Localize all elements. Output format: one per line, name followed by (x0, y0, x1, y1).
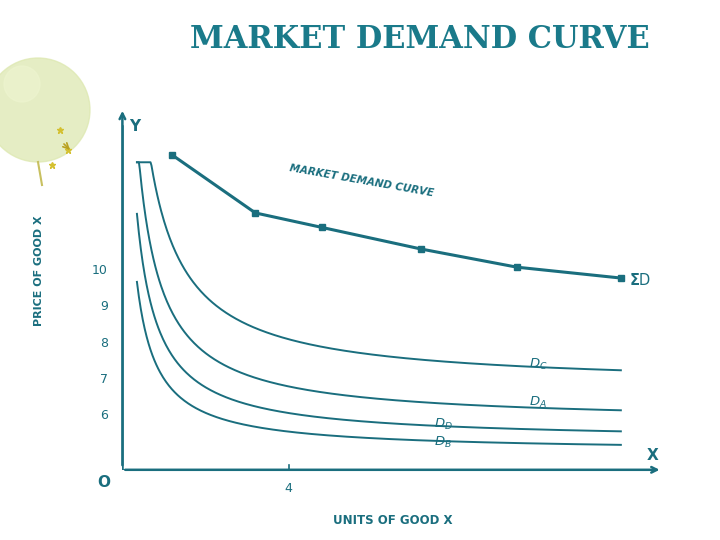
Text: $D_C$: $D_C$ (529, 357, 548, 373)
Text: 7: 7 (100, 373, 108, 386)
Text: $D_A$: $D_A$ (529, 395, 547, 410)
Text: $D_D$: $D_D$ (434, 417, 453, 432)
Text: X: X (647, 448, 658, 463)
Text: $D_B$: $D_B$ (434, 435, 452, 450)
Text: $\bf{\Sigma}$D: $\bf{\Sigma}$D (629, 272, 652, 288)
Text: MARKET DEMAND CURVE: MARKET DEMAND CURVE (190, 24, 650, 56)
Circle shape (0, 58, 90, 162)
Text: 10: 10 (92, 264, 108, 278)
Text: 8: 8 (100, 336, 108, 350)
Text: 6: 6 (100, 409, 108, 422)
Text: MARKET DEMAND CURVE: MARKET DEMAND CURVE (289, 163, 434, 199)
Text: O: O (97, 475, 110, 490)
Text: UNITS OF GOOD X: UNITS OF GOOD X (333, 514, 452, 527)
Text: PRICE OF GOOD X: PRICE OF GOOD X (35, 215, 45, 326)
Text: 4: 4 (284, 482, 292, 496)
Text: Y: Y (129, 119, 140, 134)
Circle shape (4, 66, 40, 102)
Text: 9: 9 (100, 300, 108, 314)
